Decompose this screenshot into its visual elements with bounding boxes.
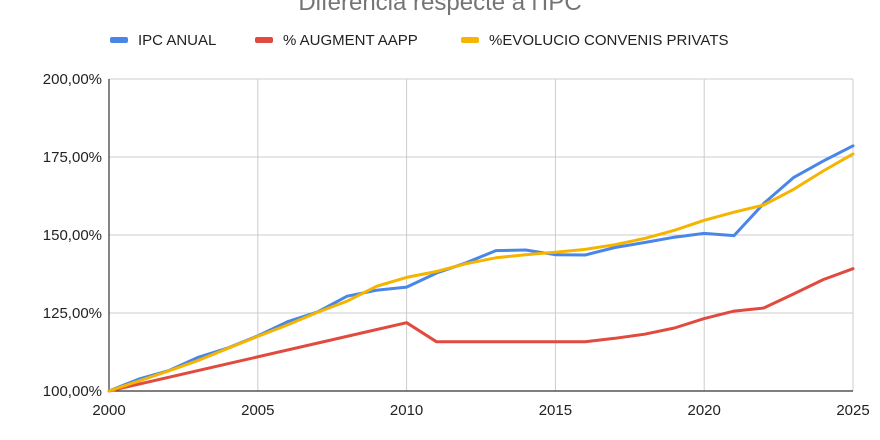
y-tick-label: 200,00% [43, 71, 102, 88]
y-tick-label: 100,00% [43, 383, 102, 400]
grid [109, 78, 854, 391]
y-tick-label: 125,00% [43, 305, 102, 322]
legend-swatch-1 [255, 37, 273, 43]
legend-swatch-0 [110, 37, 128, 43]
series-line-0 [107, 144, 855, 393]
x-tick-label: 2000 [92, 402, 125, 419]
legend-label-0: IPC ANUAL [138, 32, 216, 49]
y-tick-label: 150,00% [43, 227, 102, 244]
x-tick-label: 2010 [390, 402, 423, 419]
series-line-2 [107, 152, 855, 393]
x-tick-label: 2015 [539, 402, 572, 419]
x-tick-label: 2025 [836, 402, 869, 419]
chart-title: Diferencia respecte a l'IPC [298, 0, 581, 16]
axes: 100,00% 125,00% 150,00% 175,00% 200,00% 2000 2… [43, 71, 870, 419]
x-tick-label: 2020 [688, 402, 721, 419]
y-tick-label: 175,00% [43, 149, 102, 166]
x-tick-label: 2005 [241, 402, 274, 419]
series-line-1 [107, 267, 855, 393]
legend-label-2: %EVOLUCIO CONVENIS PRIVATS [489, 32, 729, 49]
legend-label-1: % AUGMENT AAPP [283, 32, 418, 49]
series-layer [107, 144, 855, 393]
legend-swatch-2 [461, 37, 479, 43]
legend: IPC ANUAL % AUGMENT AAPP %EVOLUCIO CONVENI… [110, 32, 729, 49]
